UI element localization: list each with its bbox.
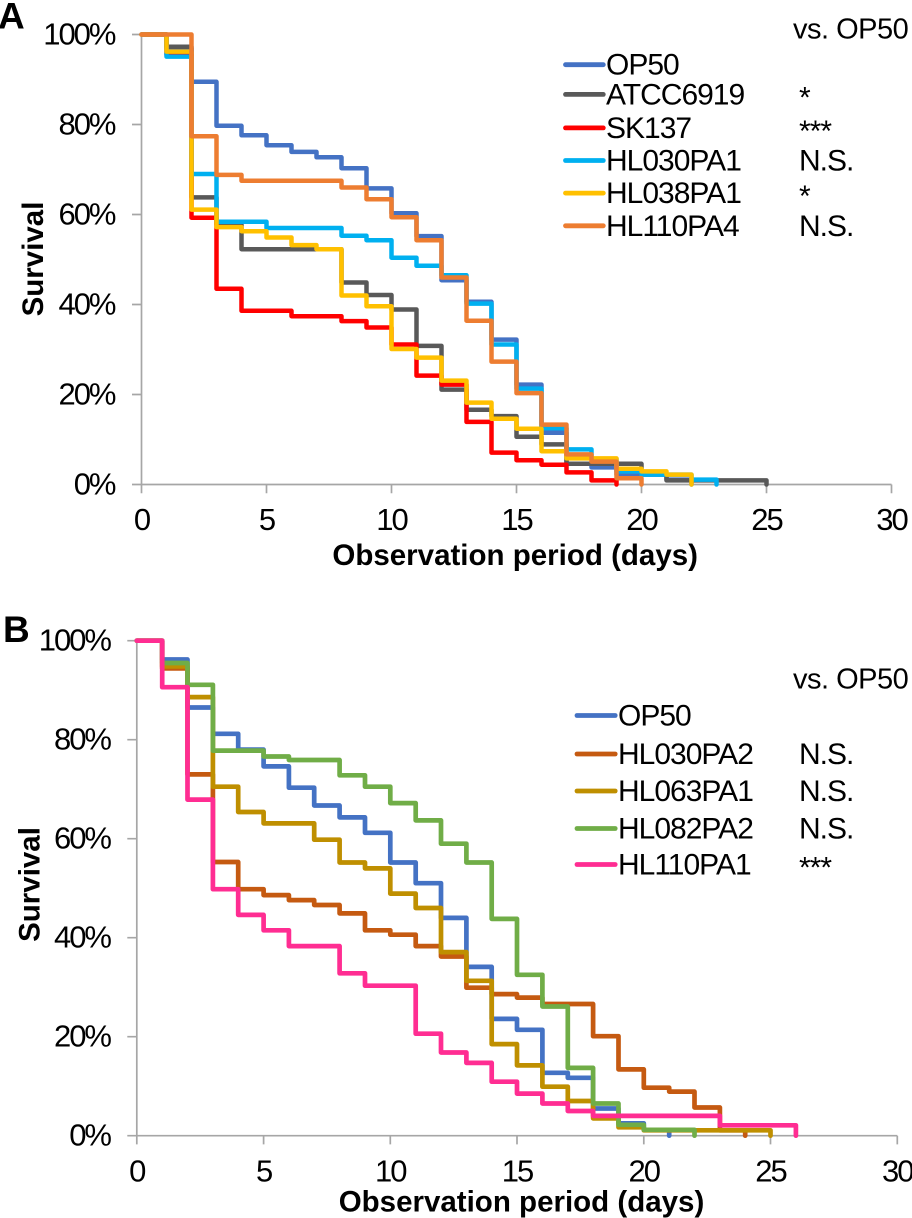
svg-text:0: 0 [129, 1153, 146, 1188]
svg-text:100%: 100% [39, 623, 112, 658]
svg-text:20%: 20% [54, 1019, 111, 1054]
svg-text:20: 20 [626, 502, 658, 537]
svg-text:0%: 0% [69, 1118, 111, 1153]
svg-text:*: * [799, 81, 811, 114]
svg-text:HL110PA4: HL110PA4 [606, 210, 739, 243]
svg-text:15: 15 [501, 502, 532, 537]
svg-text:80%: 80% [58, 107, 115, 142]
svg-text:N.S.: N.S. [799, 210, 853, 243]
svg-text:Observation period (days): Observation period (days) [332, 539, 698, 572]
svg-text:B: B [3, 609, 30, 650]
svg-text:80%: 80% [54, 722, 111, 757]
svg-text:***: *** [799, 852, 832, 885]
svg-text:100%: 100% [43, 17, 116, 52]
svg-text:Observation period (days): Observation period (days) [339, 1186, 705, 1218]
svg-text:Survival: Survival [17, 202, 50, 317]
svg-text:5: 5 [256, 1153, 272, 1188]
svg-text:HL038PA1: HL038PA1 [606, 177, 741, 210]
svg-text:OP50: OP50 [618, 700, 691, 733]
svg-text:SK137: SK137 [606, 112, 691, 145]
svg-text:***: *** [799, 115, 832, 148]
svg-text:25: 25 [755, 1153, 786, 1188]
svg-text:ATCC6919: ATCC6919 [606, 78, 744, 111]
svg-text:HL082PA2: HL082PA2 [618, 813, 753, 846]
svg-text:N.S.: N.S. [799, 813, 853, 846]
svg-text:vs. OP50: vs. OP50 [793, 14, 908, 46]
svg-text:N.S.: N.S. [799, 738, 853, 771]
svg-text:HL030PA2: HL030PA2 [618, 738, 753, 771]
svg-text:60%: 60% [58, 197, 115, 232]
svg-text:HL030PA1: HL030PA1 [606, 145, 741, 178]
svg-text:N.S.: N.S. [799, 145, 853, 178]
svg-text:vs. OP50: vs. OP50 [793, 663, 908, 695]
svg-text:HL110PA1: HL110PA1 [618, 849, 751, 882]
svg-text:60%: 60% [54, 821, 111, 856]
svg-text:20%: 20% [58, 377, 115, 412]
svg-text:0: 0 [134, 502, 151, 537]
svg-text:N.S.: N.S. [799, 775, 853, 808]
svg-text:25: 25 [751, 502, 782, 537]
svg-text:10: 10 [375, 1153, 407, 1188]
svg-text:30: 30 [876, 502, 908, 537]
svg-text:5: 5 [259, 502, 275, 537]
svg-text:Survival: Survival [14, 827, 47, 942]
svg-text:HL063PA1: HL063PA1 [618, 775, 753, 808]
svg-text:40%: 40% [54, 920, 111, 955]
svg-text:15: 15 [502, 1153, 533, 1188]
svg-text:0%: 0% [74, 467, 116, 502]
svg-text:30: 30 [882, 1153, 912, 1188]
svg-text:*: * [799, 180, 811, 213]
svg-text:40%: 40% [58, 287, 115, 322]
svg-text:10: 10 [376, 502, 408, 537]
svg-text:OP50: OP50 [606, 49, 679, 82]
svg-text:A: A [0, 0, 25, 37]
svg-text:20: 20 [629, 1153, 661, 1188]
